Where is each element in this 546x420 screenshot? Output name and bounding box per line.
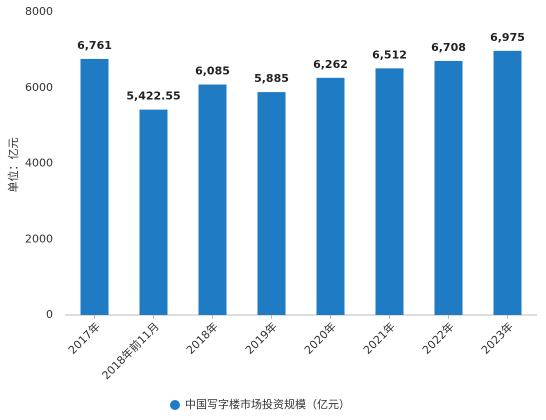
legend-swatch: [170, 400, 180, 410]
value-label: 5,885: [254, 72, 289, 85]
value-label: 6,975: [490, 31, 525, 44]
x-tick-label: 2018年: [183, 319, 220, 356]
bar: [316, 77, 345, 315]
bar: [257, 92, 286, 315]
value-label: 6,708: [431, 41, 466, 54]
y-tick-label: 6000: [25, 81, 53, 94]
legend-label: 中国写字楼市场投资规模（亿元）: [185, 397, 350, 411]
bar: [198, 84, 227, 315]
x-tick-label: 2018年前11月: [99, 319, 162, 382]
x-tick-label: 2023年: [478, 319, 515, 356]
bar: [434, 60, 463, 315]
x-tick-label: 2021年: [360, 319, 397, 356]
x-tick-label: 2022年: [419, 319, 456, 356]
value-label: 5,422.55: [126, 90, 180, 103]
x-tick-label: 2017年: [65, 319, 102, 356]
y-tick-label: 2000: [25, 232, 53, 245]
bar: [493, 50, 522, 316]
value-label: 6,761: [77, 39, 112, 52]
value-label: 6,085: [195, 65, 230, 78]
y-tick-label: 0: [46, 308, 53, 321]
value-label: 6,512: [372, 48, 407, 61]
y-tick-label: 8000: [25, 5, 53, 18]
y-axis-label: 单位：亿元: [6, 138, 20, 193]
value-label: 6,262: [313, 58, 348, 71]
y-tick-label: 4000: [25, 157, 53, 170]
x-tick-label: 2019年: [242, 319, 279, 356]
x-tick-label: 2020年: [301, 319, 338, 356]
bar: [375, 68, 404, 315]
bar: [139, 109, 168, 316]
bar: [80, 58, 109, 315]
